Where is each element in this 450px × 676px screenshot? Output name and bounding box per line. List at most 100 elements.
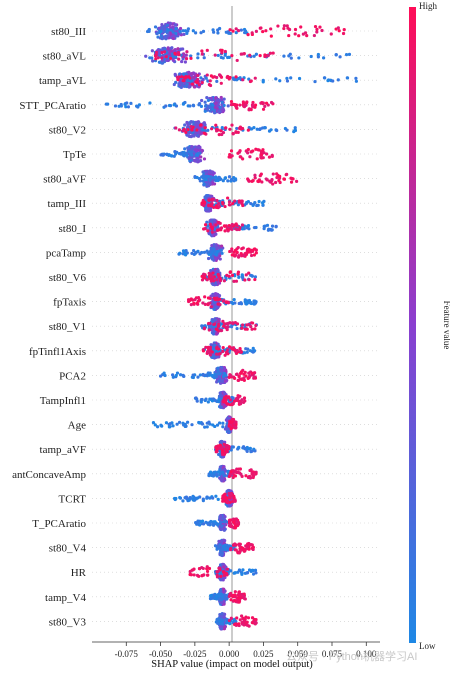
shap-point (210, 103, 214, 107)
shap-point (181, 152, 186, 157)
shap-point (246, 33, 250, 37)
shap-point (293, 32, 297, 36)
shap-point (269, 228, 274, 232)
shap-point (220, 445, 224, 450)
shap-point (213, 372, 217, 376)
shap-point (220, 378, 225, 382)
shap-point (189, 297, 193, 301)
shap-point (202, 522, 206, 526)
feature-label: PCA2 (59, 370, 86, 382)
shap-point (231, 321, 235, 326)
shap-point (205, 569, 210, 574)
shap-point (230, 253, 234, 257)
shap-point (226, 489, 230, 493)
shap-point (183, 252, 187, 256)
shap-point (164, 55, 168, 59)
shap-point (278, 174, 282, 178)
shap-point (224, 495, 228, 500)
shap-point (187, 498, 191, 502)
shap-point (213, 53, 217, 57)
shap-point (217, 379, 221, 383)
shap-point (285, 172, 289, 176)
shap-point (200, 274, 204, 278)
shap-point (243, 278, 247, 282)
shap-point (266, 54, 270, 58)
shap-point (212, 354, 216, 359)
shap-point (178, 251, 182, 255)
shap-point (200, 80, 204, 85)
feature-label: tamp_aVL (39, 75, 86, 87)
shap-point (218, 109, 222, 114)
shap-point (218, 405, 222, 409)
shap-point (204, 76, 208, 80)
shap-point (252, 54, 256, 58)
shap-point (195, 128, 199, 132)
shap-point (221, 345, 225, 350)
shap-point (226, 352, 230, 356)
shap-point (205, 495, 209, 499)
x-tick-label: -0.075 (115, 649, 139, 659)
shap-point (241, 100, 245, 104)
shap-point (221, 538, 226, 542)
shap-point (190, 375, 194, 379)
shap-point (198, 151, 202, 155)
shap-point (258, 127, 262, 132)
shap-point (256, 179, 260, 183)
shap-point (200, 250, 204, 255)
shap-point (204, 178, 208, 182)
shap-point (255, 203, 259, 208)
shap-point (196, 77, 200, 82)
shap-point (216, 53, 220, 58)
shap-point (230, 273, 235, 277)
shap-point (187, 85, 191, 89)
shap-point (205, 207, 209, 211)
shap-point (208, 347, 212, 352)
shap-point (181, 102, 185, 106)
shap-point (219, 55, 223, 60)
shap-point (196, 375, 200, 379)
shap-point (342, 28, 346, 32)
shap-point (275, 172, 279, 176)
shap-point (231, 417, 236, 422)
feature-swarm (193, 390, 247, 410)
shap-point (255, 157, 259, 161)
shap-point (215, 278, 219, 282)
shap-point (248, 374, 252, 378)
shap-point (253, 176, 257, 180)
shap-point (219, 614, 224, 619)
shap-point (221, 349, 225, 353)
shap-point (237, 445, 241, 450)
shap-point (177, 420, 182, 424)
shap-point (222, 404, 226, 408)
shap-point (210, 243, 214, 248)
shap-point (354, 76, 358, 80)
shap-point (218, 105, 222, 109)
shap-point (235, 247, 239, 251)
shap-point (249, 301, 253, 305)
shap-point (203, 425, 207, 429)
shap-point (212, 318, 216, 322)
shap-point (236, 270, 241, 274)
shap-point (173, 51, 177, 56)
shap-point (221, 202, 225, 206)
shap-point (106, 102, 110, 106)
feature-swarm (202, 218, 278, 238)
shap-point (210, 593, 214, 597)
shap-point (188, 569, 192, 574)
shap-point (236, 378, 240, 382)
shap-point (238, 155, 242, 159)
shap-point (267, 155, 272, 159)
shap-point (251, 100, 255, 105)
shap-point (215, 573, 219, 577)
shap-point (230, 53, 234, 58)
shap-point (295, 179, 299, 183)
shap-point (165, 58, 169, 62)
shap-point (173, 23, 178, 27)
shap-point (220, 527, 224, 531)
shap-point (252, 447, 256, 451)
shap-point (212, 303, 216, 307)
shap-point (202, 326, 207, 330)
shap-point (164, 421, 169, 425)
shap-point (261, 101, 265, 105)
shap-point (187, 131, 191, 135)
